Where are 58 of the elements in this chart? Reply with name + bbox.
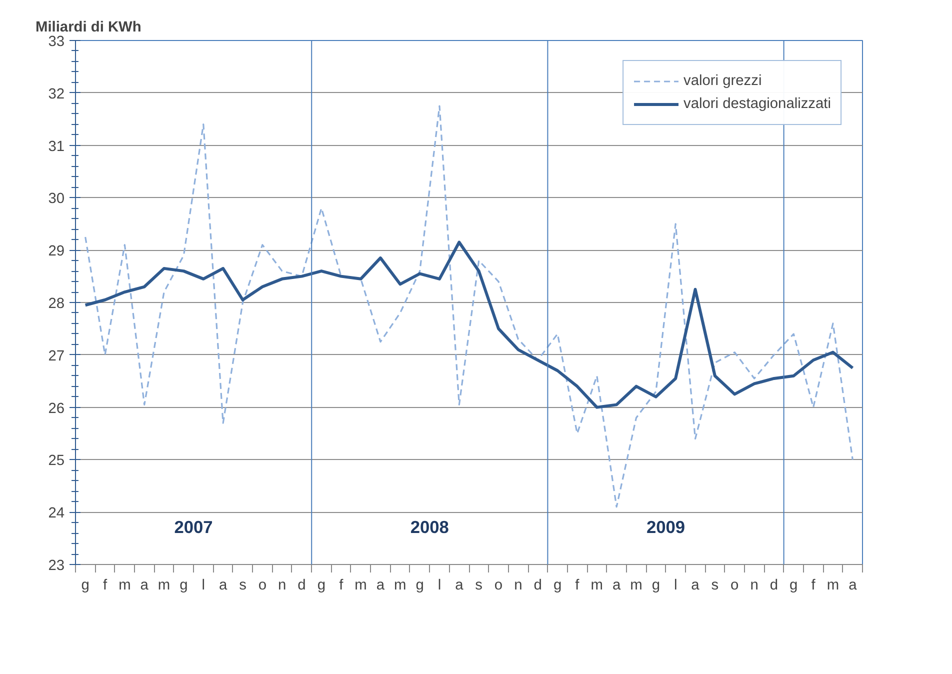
- x-tick-label: g: [790, 578, 798, 594]
- y-tick-label: 33: [48, 34, 65, 50]
- x-tick-label: a: [848, 578, 858, 594]
- x-tick-label: a: [376, 578, 386, 594]
- x-tick-label: a: [140, 578, 150, 594]
- x-tick-label: f: [811, 578, 816, 594]
- x-tick-label: m: [118, 578, 131, 594]
- x-tick-label: o: [494, 578, 503, 594]
- x-tick-label: m: [394, 578, 406, 594]
- x-tick-label: a: [455, 578, 464, 594]
- x-tick-label: l: [202, 578, 206, 594]
- y-tick-label: 29: [48, 244, 65, 260]
- x-tick-label: m: [826, 578, 840, 594]
- x-tick-label: l: [674, 578, 678, 594]
- legend-label: valori destagionalizzati: [684, 96, 831, 112]
- x-tick-label: f: [339, 578, 344, 594]
- y-tick-label: 26: [48, 400, 65, 417]
- x-tick-label: l: [438, 578, 442, 594]
- y-tick-label: 31: [48, 138, 65, 155]
- x-tick-label: g: [180, 578, 188, 594]
- x-tick-label: g: [553, 578, 562, 594]
- x-tick-label: g: [317, 578, 326, 594]
- x-tick-label: m: [354, 578, 367, 594]
- x-tick-label: a: [218, 578, 228, 594]
- legend-label: valori grezzi: [684, 73, 762, 89]
- annotation: 2008: [410, 517, 450, 538]
- x-tick-label: m: [590, 578, 603, 594]
- x-tick-label: f: [575, 578, 580, 594]
- x-tick-label: n: [514, 578, 522, 594]
- annotation: 2007: [174, 517, 213, 538]
- x-tick-label: m: [630, 578, 642, 594]
- x-tick-label: m: [158, 578, 170, 594]
- x-tick-label: g: [416, 578, 424, 594]
- x-tick-label: d: [298, 578, 306, 594]
- annotation: 2009: [646, 517, 686, 538]
- x-tick-label: g: [652, 578, 660, 594]
- x-tick-label: f: [102, 578, 108, 594]
- line-series: [84, 240, 854, 409]
- x-tick-label: s: [475, 578, 482, 594]
- x-tick-label: s: [239, 578, 246, 594]
- y-tick-label: 27: [48, 348, 65, 364]
- y-tick-label: 30: [48, 191, 65, 208]
- x-tick-label: n: [750, 578, 758, 594]
- x-tick-label: s: [711, 578, 719, 594]
- y-tick-label: 32: [48, 86, 65, 102]
- x-tick-label: g: [81, 578, 90, 594]
- x-tick-label: o: [730, 578, 739, 594]
- y-tick-label: 28: [48, 296, 65, 312]
- x-tick-label: o: [258, 578, 266, 594]
- x-tick-label: d: [770, 578, 778, 594]
- y-tick-label: 24: [48, 506, 65, 522]
- x-tick-label: a: [691, 578, 700, 594]
- x-tick-label: n: [278, 578, 286, 594]
- y-axis-title: Miliardi di KWh: [36, 20, 142, 36]
- y-tick-label: 23: [48, 558, 65, 574]
- y-tick-label: 25: [48, 453, 65, 470]
- x-tick-label: a: [612, 578, 622, 594]
- x-tick-label: d: [534, 578, 542, 594]
